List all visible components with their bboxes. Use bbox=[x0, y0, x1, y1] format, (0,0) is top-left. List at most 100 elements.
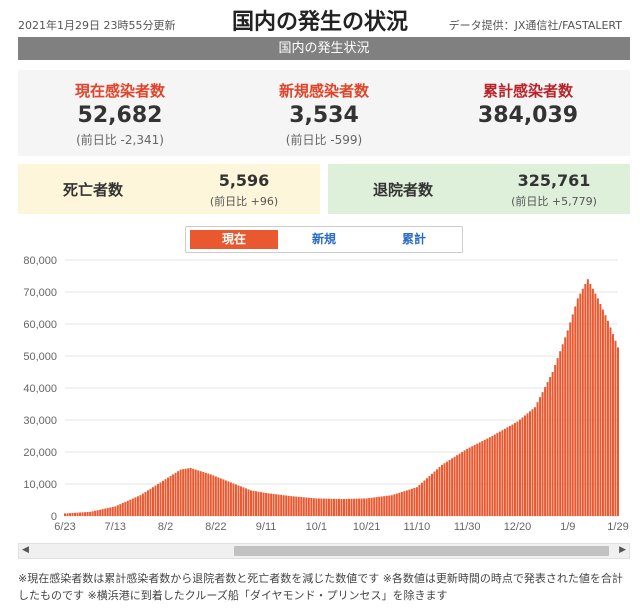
chart-bar bbox=[209, 474, 212, 516]
chart-bar bbox=[576, 298, 579, 516]
x-tick-label: 7/13 bbox=[105, 521, 126, 533]
chart-bar bbox=[390, 495, 393, 516]
chart-bar bbox=[441, 464, 444, 516]
chart-bar bbox=[340, 499, 343, 516]
chart-bar bbox=[473, 444, 476, 516]
chart-bar bbox=[227, 481, 230, 516]
scroll-left-arrow-icon[interactable]: ◀ bbox=[22, 545, 29, 555]
y-tick-label: 20,000 bbox=[23, 447, 57, 459]
chart-bar bbox=[353, 498, 356, 516]
chart-bar bbox=[320, 498, 323, 516]
chart-bar bbox=[224, 480, 227, 516]
chart-bar bbox=[544, 387, 547, 516]
chart-bar bbox=[581, 288, 584, 516]
page-title: 国内の発生の状況 bbox=[231, 10, 408, 35]
y-tick-label: 70,000 bbox=[23, 287, 57, 299]
chart-bar bbox=[131, 498, 134, 516]
chart-bar bbox=[136, 496, 139, 516]
chart-bar bbox=[617, 347, 619, 516]
tab-current[interactable]: 現在 bbox=[190, 230, 278, 249]
chart-bar bbox=[599, 304, 602, 516]
chart-bar bbox=[104, 508, 107, 516]
discharged-value: 325,761 bbox=[517, 171, 591, 190]
y-tick-label: 60,000 bbox=[23, 319, 57, 331]
chart-bar bbox=[252, 490, 255, 516]
chart-bar bbox=[71, 512, 74, 516]
chart-bar bbox=[614, 340, 617, 516]
chart-bar bbox=[430, 473, 433, 516]
chart-bar bbox=[496, 433, 499, 516]
chart-bar bbox=[405, 490, 408, 516]
chart-bar bbox=[270, 493, 273, 516]
chart-bar bbox=[531, 409, 534, 516]
chart-bar bbox=[554, 365, 557, 516]
chart-bar bbox=[317, 498, 320, 516]
stat-value: 3,534 bbox=[289, 103, 359, 128]
chart-bar bbox=[343, 498, 346, 516]
tab-cumulative[interactable]: 累計 bbox=[401, 232, 426, 246]
chart-bar bbox=[415, 487, 418, 516]
chart-bar bbox=[463, 450, 466, 516]
chart-bar bbox=[536, 402, 539, 516]
chart-bar bbox=[348, 498, 351, 516]
chart-bar bbox=[106, 508, 109, 516]
summary-stats-panel: 現在感染者数 52,682 (前日比 -2,341) 新規感染者数 3,534 … bbox=[18, 70, 630, 156]
chart-bar bbox=[589, 284, 592, 516]
chart-bar bbox=[521, 417, 524, 516]
chart-bar bbox=[466, 448, 469, 516]
chart-bar bbox=[74, 512, 77, 516]
chart-bar bbox=[451, 458, 454, 516]
data-source-credit: データ提供：JX通信社/FASTALERT bbox=[448, 19, 622, 32]
tab-new[interactable]: 新規 bbox=[311, 232, 336, 246]
chart-bar bbox=[549, 377, 552, 516]
updated-timestamp: 2021年1月29日 23時55分更新 bbox=[18, 19, 176, 32]
chart-bar bbox=[375, 497, 378, 516]
current-infected-chart: 0 10,000 20,000 30,000 40,000 50,000 60,000 70,… bbox=[23, 255, 628, 533]
chart-bar bbox=[493, 434, 496, 516]
chart-bar bbox=[89, 511, 92, 516]
chart-bar bbox=[370, 497, 373, 516]
chart-scrollbar[interactable]: ◀ ▶ bbox=[18, 543, 630, 559]
chart-bar bbox=[154, 485, 157, 516]
chart-bar bbox=[584, 284, 587, 516]
discharged-panel: 退院者数 325,761 (前日比 +5,779) bbox=[328, 164, 630, 214]
chart-bar bbox=[446, 461, 449, 516]
chart-bar bbox=[66, 513, 69, 516]
chart-bar bbox=[169, 476, 172, 516]
stat-value: 52,682 bbox=[77, 103, 163, 128]
chart-bar bbox=[561, 344, 564, 516]
chart-bar bbox=[146, 490, 149, 516]
x-tick-label: 9/11 bbox=[256, 521, 277, 533]
scroll-thumb[interactable] bbox=[234, 546, 609, 556]
chart-bar bbox=[194, 469, 197, 516]
chart-bar bbox=[260, 492, 263, 516]
chart-bar bbox=[300, 497, 303, 516]
chart-bar bbox=[116, 505, 119, 516]
chart-bar bbox=[101, 509, 104, 516]
chart-bar bbox=[69, 513, 72, 516]
chart-bar bbox=[172, 474, 175, 516]
chart-bar bbox=[373, 497, 376, 516]
chart-bar bbox=[157, 484, 159, 516]
chart-bar bbox=[91, 511, 94, 516]
stat-new-infected: 新規感染者数 3,534 (前日比 -599) bbox=[222, 70, 426, 148]
chart-bar bbox=[244, 488, 247, 516]
chart-bar bbox=[202, 472, 205, 516]
chart-bar bbox=[280, 494, 283, 516]
x-tick-label: 11/10 bbox=[404, 521, 431, 533]
chart-bar bbox=[471, 446, 474, 516]
chart-bar bbox=[114, 506, 117, 516]
chart-bar bbox=[282, 495, 285, 516]
chart-bar bbox=[134, 497, 137, 516]
chart-bar bbox=[237, 485, 240, 516]
chart-bar bbox=[395, 493, 398, 516]
chart-bar bbox=[423, 480, 426, 516]
discharged-label: 退院者数 bbox=[372, 181, 433, 199]
scroll-right-arrow-icon[interactable]: ▶ bbox=[619, 545, 626, 555]
chart-bar bbox=[330, 498, 333, 516]
chart-bar bbox=[290, 496, 293, 516]
chart-bar bbox=[222, 479, 225, 516]
chart-bar bbox=[345, 498, 348, 516]
chart-bar bbox=[277, 494, 280, 516]
chart-bar bbox=[461, 452, 464, 516]
